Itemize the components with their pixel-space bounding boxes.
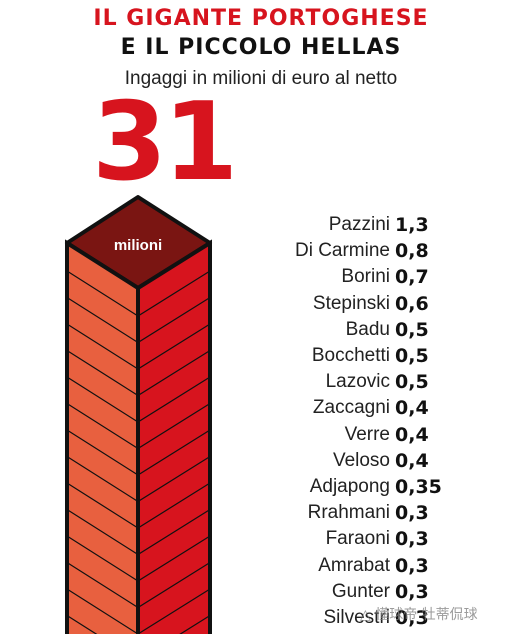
player-name: Zaccagni [312,397,390,419]
tower-floor-line [66,296,211,344]
player-salary-value: 0,3 [395,580,429,603]
player-name: Rrahmani [307,502,390,524]
player-salary-value: 1,3 [395,214,429,236]
list-item: Faraoni 0,3 [0,526,522,552]
tower-floor-line [66,270,211,317]
tower-floor-line [66,482,211,529]
subtitle: Ingaggi in milioni di euro al netto [124,68,398,89]
tower-floor-line [66,535,211,582]
player-name: Adjapong [309,476,390,497]
tower-unit-label: milioni [114,237,162,254]
tower-right-face [136,239,212,634]
list-item: Amrabat 0,3 [0,553,522,579]
tower-floor-line [66,376,211,423]
player-name: Veloso [332,449,390,471]
player-name: Borini [341,266,390,288]
title-line-2: E IL PICCOLO HELLAS [120,35,402,60]
list-item: Borini 0,7 [0,264,522,290]
player-salary-value: 0,6 [395,292,429,315]
player-name: Silvestri [323,607,390,628]
list-item: Rrahmani 0,3 [0,500,522,526]
tower-floor-line [66,588,211,634]
tower-floor-line [66,508,211,556]
player-salary-value: 0,4 [395,397,429,420]
player-salary-value: 0,4 [395,423,429,446]
player-salary-value: 0,3 [395,528,429,551]
list-item: Zaccagni 0,4 [0,395,522,421]
list-item: Silvestri 0,3 [0,605,522,631]
player-name: Bocchetti [311,345,390,366]
player-salary-value: 0,3 [395,554,429,577]
tower-value: 31 [92,80,238,205]
player-salary-value: 0,3 [395,502,429,525]
player-name: Faraoni [325,528,390,550]
player-name: Lazovic [325,371,390,393]
tower-floor-line [66,561,211,609]
tower-left-face [65,239,140,634]
tower-floor-line [66,349,211,397]
tower-floor-line [66,455,211,503]
player-salary-value: 0,4 [395,449,429,472]
player-salary-value: 0,35 [395,476,442,498]
player-salary-value: 0,5 [395,371,429,394]
list-item: Di Carmine 0,8 [0,238,522,264]
player-salary-value: 0,3 [395,607,429,629]
list-item: Adjapong 0,35 [0,474,522,500]
tower-floor-line [66,323,211,370]
list-item: Veloso 0,4 [0,448,522,474]
list-item: Verre 0,4 [0,422,522,448]
player-name: Stepinski [312,292,390,314]
tower-floor-line [66,402,211,450]
list-item: Bocchetti 0,5 [0,343,522,369]
player-name: Verre [344,423,390,445]
player-salary-value: 0,5 [395,345,429,367]
player-salary-value: 0,5 [395,318,429,341]
list-item: Lazovic 0,5 [0,369,522,395]
player-name: Badu [345,318,390,340]
list-item: Badu 0,5 [0,317,522,343]
player-name: Di Carmine [294,240,390,262]
title-line-1: IL GIGANTE PORTOGHESE [93,6,429,31]
player-salary-value: 0,8 [395,240,429,263]
tower-floor-line [66,429,211,476]
list-item: Stepinski 0,6 [0,291,522,317]
player-name: Pazzini [328,214,390,235]
list-item: Pazzini 1,3 [0,212,522,238]
player-name: Amrabat [318,554,390,576]
player-name: Gunter [331,580,390,602]
list-item: Gunter 0,3 [0,579,522,605]
tower-floor-line [66,614,211,634]
watermark: △ 懂球帝 牡蒂侃球 [360,607,478,623]
player-salary-value: 0,7 [395,266,429,289]
